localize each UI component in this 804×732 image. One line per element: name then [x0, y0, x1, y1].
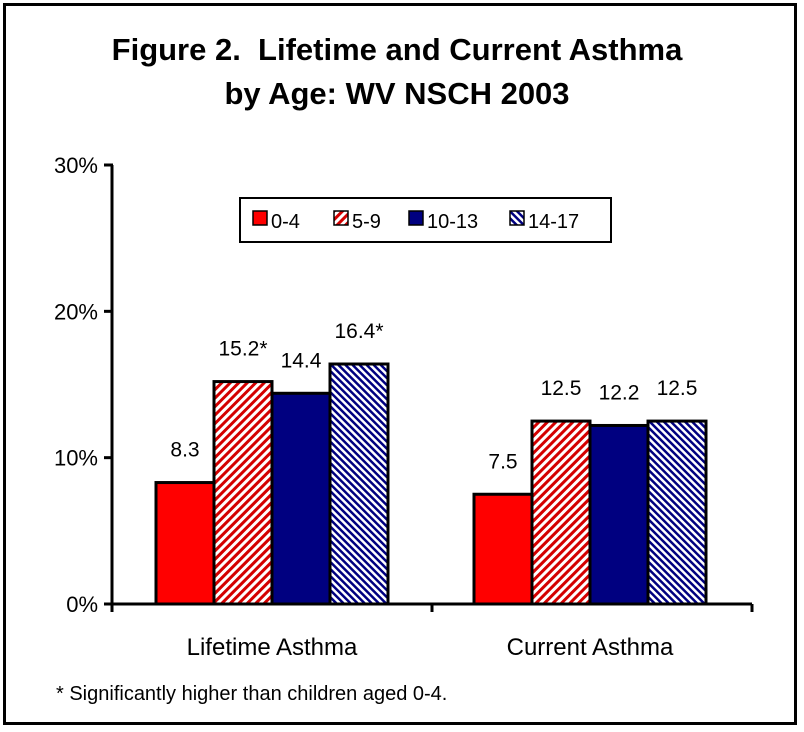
x-category-label: Lifetime Asthma: [187, 634, 358, 661]
chart-title: Figure 2. Lifetime and Current Asthma by…: [0, 28, 794, 116]
data-label: 8.3: [170, 439, 199, 462]
bar-14-17-1: [646, 419, 708, 606]
legend-label: 5-9: [352, 211, 381, 233]
legend-label: 10-13: [427, 211, 478, 233]
data-label: 12.5: [657, 377, 698, 400]
bar-0-4-0: [154, 481, 216, 606]
data-label: 15.2*: [218, 338, 267, 361]
legend-label: 0-4: [271, 211, 300, 233]
y-tick-label: 20%: [54, 299, 98, 324]
x-category-label: Current Asthma: [507, 634, 674, 661]
data-label: 16.4*: [334, 320, 383, 343]
data-label: 12.2: [599, 381, 640, 404]
data-label: 7.5: [488, 450, 517, 473]
data-label: 12.5: [541, 377, 582, 400]
legend-swatch-5-9: [333, 210, 349, 226]
footnote: * Significantly higher than children age…: [56, 683, 448, 705]
chart-title-line-2: by Age: WV NSCH 2003: [224, 76, 570, 111]
y-tick-label: 30%: [54, 153, 98, 178]
chart-title-line-1: Figure 2. Lifetime and Current Asthma: [111, 32, 683, 67]
y-tick-label: 10%: [54, 446, 98, 471]
bar-14-17-0: [328, 362, 390, 606]
legend-swatch-10-13: [408, 210, 424, 226]
legend-label: 14-17: [528, 211, 579, 233]
bar-10-13-0: [270, 391, 332, 606]
bar-0-4-1: [472, 492, 534, 606]
y-tick-label: 0%: [66, 592, 98, 617]
bar-5-9-1: [530, 419, 592, 606]
legend-box: [239, 197, 612, 243]
bar-5-9-0: [212, 380, 274, 606]
data-label: 14.4: [281, 349, 322, 372]
bar-10-13-1: [588, 423, 650, 606]
legend-swatch-14-17: [509, 210, 525, 226]
legend-swatch-0-4: [252, 210, 268, 226]
